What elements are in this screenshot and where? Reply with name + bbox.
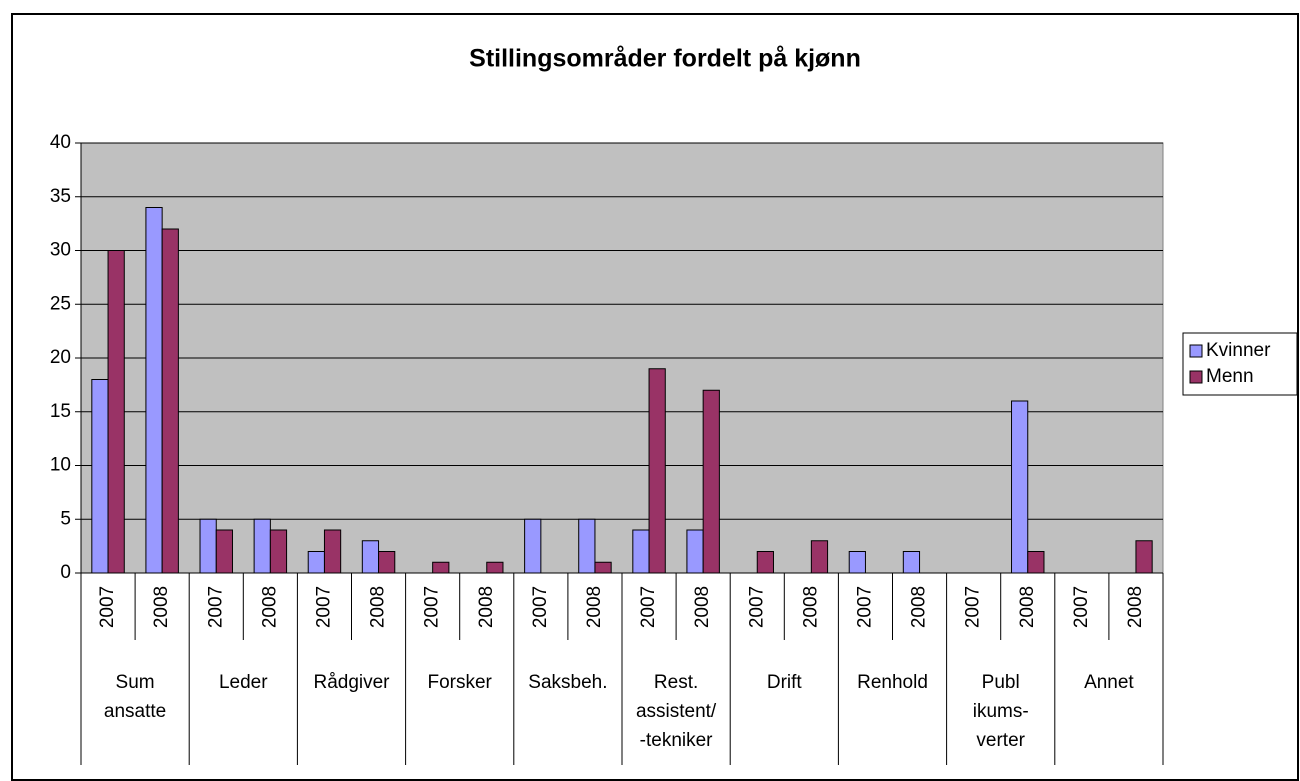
bar (524, 518, 542, 574)
x-tick-label: 2007 (746, 586, 767, 628)
bar (648, 368, 666, 574)
bar (432, 561, 450, 574)
bar (269, 529, 288, 574)
y-tick-label: 10 (50, 455, 71, 476)
bar (307, 551, 325, 574)
group-label: ansatte (104, 701, 166, 722)
bar (91, 379, 109, 574)
chart-title: Stillingsområder fordelt på kjønn (469, 45, 861, 73)
group-label: verter (976, 730, 1025, 751)
bar (686, 529, 704, 574)
x-tick-label: 2008 (692, 586, 713, 628)
x-tick-label: 2008 (584, 586, 605, 628)
legend-swatch (1189, 344, 1203, 358)
bar (107, 250, 125, 574)
bar (1027, 551, 1045, 574)
bar (378, 551, 396, 574)
x-tick-label: 2008 (476, 586, 497, 628)
bar (594, 561, 612, 574)
y-tick-label: 40 (50, 132, 71, 153)
group-label: -tekniker (640, 730, 714, 751)
x-tick-label: 2008 (1125, 586, 1146, 628)
y-tick-label: 5 (60, 508, 71, 529)
legend-label: Menn (1206, 366, 1254, 387)
legend-label: Kvinner (1206, 340, 1271, 361)
group-label: Forsker (427, 672, 492, 693)
bar (215, 529, 233, 574)
group-label: Rest. (654, 672, 698, 693)
group-label: Publ (982, 672, 1020, 693)
y-tick-label: 20 (50, 347, 71, 368)
x-tick-label: 2007 (638, 586, 659, 628)
group-label: Annet (1084, 672, 1134, 693)
bar (756, 551, 774, 574)
x-tick-label: 2008 (151, 586, 172, 628)
y-tick-label: 25 (50, 293, 71, 314)
x-tick-label: 2007 (205, 586, 226, 628)
bar (161, 228, 179, 574)
x-tick-label: 2008 (368, 586, 389, 628)
bar (361, 540, 380, 574)
group-label: Rådgiver (313, 672, 390, 693)
bar (199, 518, 217, 574)
y-tick-label: 0 (60, 562, 71, 583)
legend-swatch (1189, 370, 1203, 384)
y-tick-label: 30 (50, 240, 71, 261)
bar (145, 207, 163, 574)
group-label: ikums- (973, 701, 1029, 722)
group-label: Drift (767, 672, 803, 693)
bar (702, 389, 720, 574)
bar (1135, 540, 1153, 574)
y-tick-label: 35 (50, 186, 71, 207)
bar (323, 529, 342, 574)
legend-box (1182, 332, 1298, 396)
bar (1011, 400, 1029, 574)
bar (810, 540, 829, 574)
x-tick-label: 2008 (800, 586, 821, 628)
x-tick-label: 2007 (97, 586, 118, 628)
bar (848, 551, 866, 574)
group-label: Sum (116, 672, 155, 693)
x-tick-label: 2007 (854, 586, 875, 628)
bar (632, 529, 650, 574)
x-tick-label: 2007 (530, 586, 551, 628)
x-tick-label: 2007 (422, 586, 443, 628)
y-tick-label: 15 (50, 401, 71, 422)
group-label: assistent/ (636, 701, 717, 722)
bar (253, 518, 271, 574)
group-label: Saksbeh. (528, 672, 607, 693)
group-label: Renhold (857, 672, 928, 693)
x-tick-label: 2008 (259, 586, 280, 628)
x-tick-label: 2008 (1017, 586, 1038, 628)
group-label: Leder (219, 672, 268, 693)
bar (578, 518, 596, 574)
bar (902, 551, 921, 574)
bar (486, 561, 504, 574)
x-tick-label: 2007 (1071, 586, 1092, 628)
x-tick-label: 2007 (313, 586, 334, 628)
x-tick-label: 2007 (963, 586, 984, 628)
x-tick-label: 2008 (909, 586, 930, 628)
